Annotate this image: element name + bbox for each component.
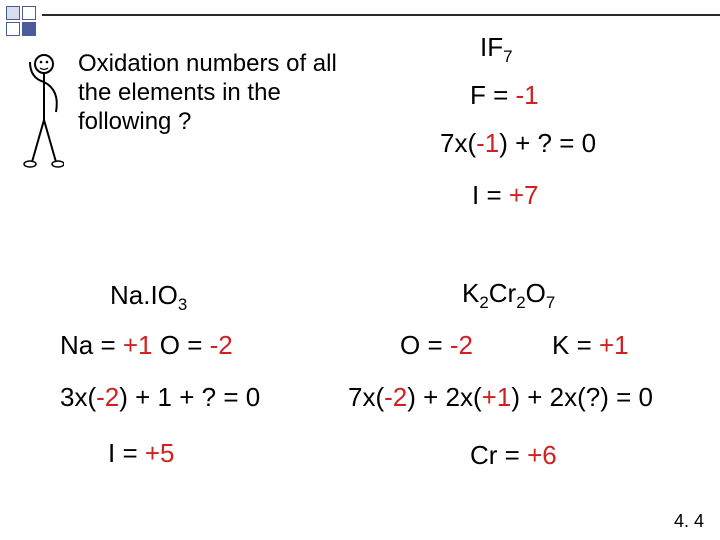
- thinking-figure-icon: [20, 50, 64, 170]
- na-o-values: Na = +1 O = -2: [60, 330, 233, 361]
- formula-naio3: Na.IO3: [110, 280, 187, 315]
- o-value-3: O = -2: [400, 330, 473, 361]
- slide-number: 4. 4: [674, 511, 704, 532]
- i-value-2: I = +5: [108, 438, 175, 469]
- k-value-3: K = +1: [552, 330, 629, 361]
- cr-value: Cr = +6: [470, 440, 557, 471]
- i-value: I = +7: [472, 180, 539, 211]
- naio3-equation: 3x(-2) + 1 + ? = 0: [60, 382, 260, 413]
- formula-k2cr2o7: K2Cr2O7: [462, 278, 555, 313]
- if7-equation: 7x(-1) + ? = 0: [440, 128, 596, 159]
- formula-if7: IF7: [480, 32, 513, 67]
- top-divider: [42, 14, 720, 16]
- question-prompt: Oxidation numbers of all the elements in…: [78, 50, 358, 136]
- f-value: F = -1: [470, 80, 539, 111]
- k2cr2o7-equation: 7x(-2) + 2x(+1) + 2x(?) = 0: [348, 382, 653, 413]
